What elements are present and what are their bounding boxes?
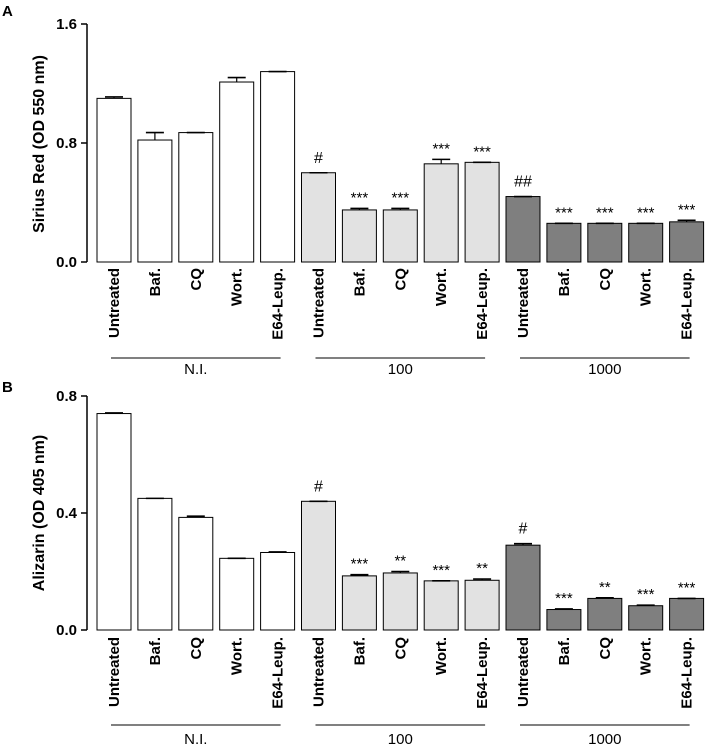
- panel-a: A Sirius Red (OD 550 nm) 0.0 0.8 1.6 Untrea…: [2, 3, 705, 378]
- panel-b-significance-label: #: [314, 478, 323, 495]
- panel-b-y-axis-label: Alizarin (OD 405 nm): [31, 435, 48, 591]
- panel-a-category-label: Wort.: [638, 268, 655, 306]
- panel-a-significance-label: #: [314, 150, 323, 167]
- panel-b-letter: B: [2, 379, 13, 396]
- panel-b-y-tick-label: 0.0: [56, 622, 77, 639]
- panel-a-bar: [587, 222, 623, 263]
- panel-a-group-label: 1000: [588, 361, 621, 378]
- panel-a-bar: [628, 222, 664, 263]
- panel-a-y-axis-label: Sirius Red (OD 550 nm): [31, 55, 48, 233]
- panel-b-bar: [423, 580, 459, 631]
- panel-a-bar: [137, 139, 173, 263]
- panel-a-group-label: 100: [388, 361, 413, 378]
- panel-a-bar: [219, 81, 255, 263]
- panel-b-y-tick-label: 0.4: [56, 505, 78, 522]
- panel-b-significance-label: ***: [351, 556, 369, 573]
- panel-b-bar: [505, 544, 541, 631]
- panel-b: B Alizarin (OD 405 nm) 0.0 0.4 0.8 Untreate…: [2, 379, 705, 748]
- panel-a-category-label: CQ: [392, 268, 409, 291]
- panel-b-category-label: Wort.: [229, 637, 246, 675]
- panel-a-category-label: Baf.: [147, 268, 164, 296]
- panel-b-category-label: CQ: [188, 637, 205, 660]
- panel-b-bar: [260, 551, 296, 631]
- panel-a-category-label: Baf.: [351, 268, 368, 296]
- panel-b-significance-label: **: [394, 553, 406, 570]
- panel-a-y-tick-label: 0.8: [56, 135, 77, 152]
- panel-b-bar: [382, 572, 418, 631]
- panel-b-significance-label: ***: [555, 590, 573, 607]
- panel-a-significance-label: ***: [432, 140, 450, 157]
- panel-a-significance-label: ***: [678, 201, 696, 218]
- panel-b-bar: [137, 497, 173, 631]
- panel-a-significance-label: ***: [555, 204, 573, 221]
- panel-a-category-label: CQ: [188, 268, 205, 291]
- panel-b-group-label: N.I.: [184, 731, 207, 748]
- panel-a-significance-label: ***: [596, 204, 614, 221]
- panel-a-category-label: Untreated: [515, 268, 532, 338]
- panel-a-significance-label: ***: [351, 189, 369, 206]
- panel-b-category-label: Wort.: [638, 637, 655, 675]
- panel-a-significance-label: ***: [637, 204, 655, 221]
- panel-a-category-label: E64-Leup.: [679, 268, 696, 340]
- panel-a-bar: [341, 209, 377, 263]
- panel-a-y-tick-label: 0.0: [56, 254, 77, 271]
- panel-a-significance-label: ***: [392, 189, 410, 206]
- panel-b-bar: [219, 557, 255, 631]
- panel-a-category-label: Wort.: [433, 268, 450, 306]
- panel-b-bar: [587, 597, 623, 631]
- panel-b-bar: [546, 609, 582, 631]
- panel-a-letter: A: [2, 3, 13, 20]
- panel-b-significance-label: ***: [432, 562, 450, 579]
- panel-b-category-label: E64-Leup.: [270, 637, 287, 709]
- panel-b-category-label: Untreated: [311, 637, 328, 707]
- panel-b-significance-label: **: [476, 560, 488, 577]
- panel-b-group-label: 1000: [588, 731, 621, 748]
- panel-a-bar: [382, 209, 418, 263]
- panel-a-category-label: Untreated: [311, 268, 328, 338]
- panel-b-bar: [628, 605, 664, 631]
- panel-b-significance-label: ***: [637, 586, 655, 603]
- panel-b-bar: [669, 597, 705, 631]
- panel-b-category-label: E64-Leup.: [679, 637, 696, 709]
- panel-a-category-label: Untreated: [106, 268, 123, 338]
- panel-a-group-label: N.I.: [184, 361, 207, 378]
- panel-b-group-label: 100: [388, 731, 413, 748]
- panel-a-significance-label: ##: [514, 174, 532, 191]
- panel-a-bar: [178, 132, 214, 263]
- panel-a-bar: [546, 222, 582, 263]
- panel-b-bar: [178, 516, 214, 631]
- panel-b-bar: [341, 575, 377, 631]
- panel-b-category-label: E64-Leup.: [474, 637, 491, 709]
- panel-a-category-label: E64-Leup.: [474, 268, 491, 340]
- panel-b-category-label: Baf.: [351, 637, 368, 665]
- panel-a-category-label: E64-Leup.: [270, 268, 287, 340]
- panel-b-category-label: Baf.: [147, 637, 164, 665]
- panel-a-category-label: Baf.: [556, 268, 573, 296]
- panel-b-category-label: Untreated: [106, 637, 123, 707]
- panel-b-significance-label: **: [599, 579, 611, 596]
- panel-a-bar: [301, 172, 336, 263]
- panel-b-bar: [96, 413, 132, 631]
- panel-a-significance-label: ***: [473, 143, 491, 160]
- panel-b-category-label: CQ: [392, 637, 409, 660]
- panel-b-category-label: Wort.: [433, 637, 450, 675]
- panel-a-category-label: Wort.: [229, 268, 246, 306]
- panel-b-category-label: Baf.: [556, 637, 573, 665]
- panel-a-bar: [260, 71, 296, 263]
- panel-a-bar: [464, 161, 500, 263]
- panel-b-bar: [301, 500, 336, 631]
- panel-a-y-tick-label: 1.6: [56, 16, 77, 33]
- panel-a-bar: [423, 163, 459, 263]
- panel-b-category-label: CQ: [597, 637, 614, 660]
- panel-b-significance-label: #: [519, 521, 528, 538]
- panel-a-bar: [96, 97, 132, 263]
- panel-a-bar: [505, 196, 541, 263]
- panel-a-category-label: CQ: [597, 268, 614, 291]
- panel-b-bar: [464, 579, 500, 631]
- panel-b-significance-label: ***: [678, 579, 696, 596]
- panel-b-y-tick-label: 0.8: [56, 388, 77, 405]
- panel-b-category-label: Untreated: [515, 637, 532, 707]
- panel-a-bar: [669, 221, 705, 263]
